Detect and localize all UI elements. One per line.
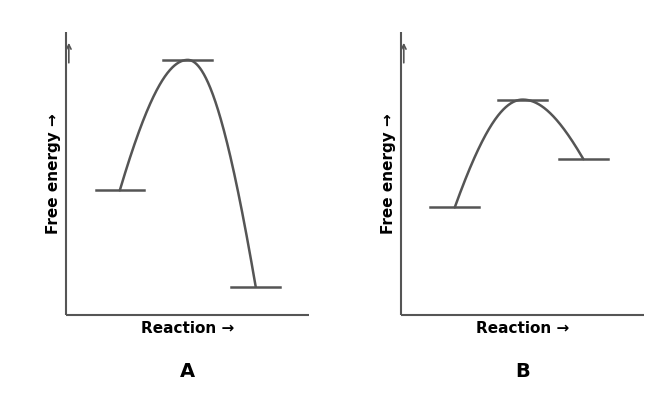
Y-axis label: Free energy →: Free energy → (380, 113, 396, 234)
Text: A: A (180, 362, 195, 381)
X-axis label: Reaction →: Reaction → (476, 321, 569, 336)
Text: B: B (515, 362, 530, 381)
Y-axis label: Free energy →: Free energy → (46, 113, 61, 234)
X-axis label: Reaction →: Reaction → (141, 321, 234, 336)
